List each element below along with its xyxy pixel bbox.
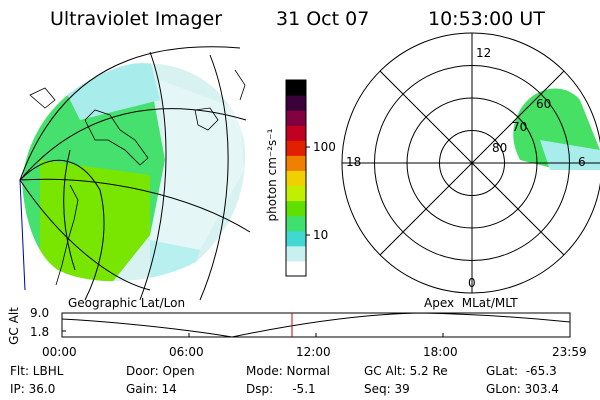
altitude-axis-title: GC Alt [7, 307, 21, 345]
colorbar-segment [286, 215, 306, 232]
time-tick-0: 00:00 [42, 345, 77, 359]
app-title: Ultraviolet Imager [50, 8, 223, 30]
altitude-tick-bottom: 1.8 [30, 325, 50, 339]
color-scale-frame [285, 79, 307, 277]
gc-altitude-status: GC Alt: 5.2 Re [364, 364, 448, 378]
colorbar-tick-label-10: 10 [313, 228, 329, 242]
dsp-status: Dsp: -5.1 [246, 382, 316, 396]
colorbar-unit-label: photon cm⁻²s⁻¹ [265, 128, 279, 222]
gain-status: Gain: 14 [126, 382, 177, 396]
mode-status: Mode: Normal [246, 364, 330, 378]
time-tick-2: 12:00 [296, 345, 331, 359]
mlt-label-12: 12 [476, 46, 492, 60]
mlat-label-70: 70 [512, 120, 528, 134]
colorbar-tick-label-100: 100 [313, 140, 336, 154]
colorbar-segment [286, 200, 306, 217]
ip-status: IP: 36.0 [10, 382, 56, 396]
mlat-label-60: 60 [536, 97, 552, 111]
colorbar-segment [286, 155, 306, 171]
door-status: Door: Open [126, 364, 195, 378]
colorbar-segment [286, 125, 306, 141]
colorbar-segment [286, 110, 306, 126]
geo-latitude-status: GLat: -65.3 [486, 364, 557, 378]
polar-mlt-plot [341, 32, 600, 294]
geographic-panel-label: Geographic Lat/Lon [68, 296, 186, 310]
altitude-tick-top: 9.0 [30, 306, 50, 320]
colorbar-segment [286, 170, 306, 187]
date-label: 31 Oct 07 [276, 8, 370, 30]
colorbar-segment [286, 95, 306, 111]
altitude-plot [61, 312, 571, 338]
mlat-label-80: 80 [492, 141, 508, 155]
colorbar-segment [286, 140, 306, 156]
colorbar-segment [286, 230, 306, 247]
mlt-label-18: 18 [346, 155, 362, 169]
colorbar-segment [286, 245, 306, 262]
mlt-label-6: 6 [578, 155, 586, 169]
geo-longitude-status: GLon: 303.4 [486, 382, 559, 396]
mlt-label-0: 0 [468, 276, 476, 290]
colorbar-segment [286, 80, 306, 96]
polar-panel-label: Apex MLat/MLT [424, 296, 518, 310]
filter-status: Flt: LBHL [10, 364, 64, 378]
sequence-status: Seq: 39 [364, 382, 410, 396]
time-tick-4: 23:59 [552, 345, 587, 359]
geographic-image [19, 46, 251, 301]
time-label: 10:53:00 UT [428, 8, 545, 30]
colorbar-segment [286, 185, 306, 202]
color-scale-bar [286, 80, 306, 277]
time-tick-3: 18:00 [423, 345, 458, 359]
colorbar-segment [286, 260, 306, 277]
time-tick-1: 06:00 [169, 345, 204, 359]
